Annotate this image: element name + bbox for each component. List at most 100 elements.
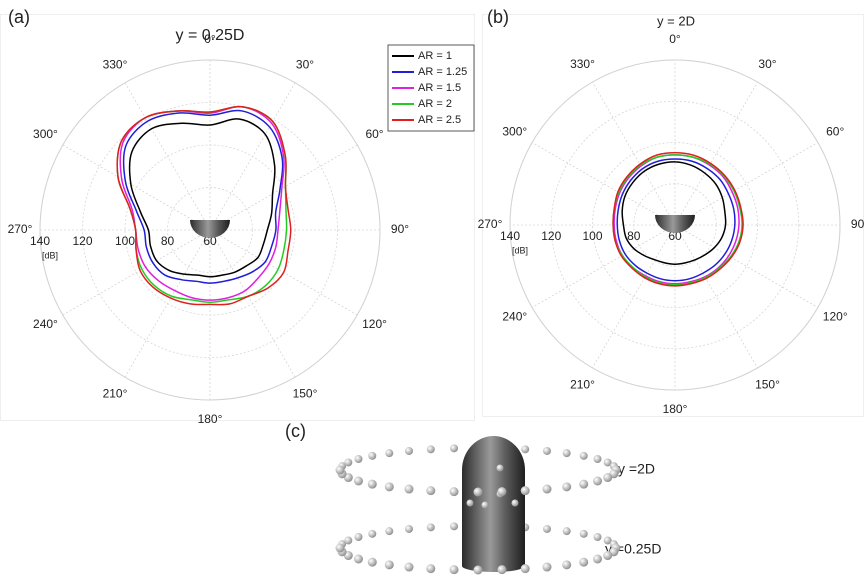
grid-spoke [674,81,758,226]
grid-spoke [674,142,819,226]
theta-tick-label: 0° [669,32,681,46]
microphone [466,499,474,507]
grid-spoke [674,224,819,308]
microphone [449,487,459,497]
microphone [384,560,394,570]
microphone [593,455,602,463]
theta-tick-label: 90° [391,222,409,236]
legend-label: AR = 1.25 [418,66,467,78]
theta-tick-label: 270° [8,222,33,236]
panel-frame [0,14,475,421]
panel-label: (a) [8,7,30,27]
grid-spoke [531,142,676,226]
body-icon [655,215,695,233]
grid-spoke [124,229,211,378]
microphone [450,522,459,531]
microphone [542,562,552,572]
body-icon [190,220,230,238]
microphone [520,564,530,574]
series-line [612,152,744,287]
microphone [497,565,507,575]
microphone [405,446,413,455]
theta-tick-label: 300° [502,125,527,139]
microphone [353,554,363,564]
grid-spoke [209,229,296,378]
microphone [385,527,394,536]
grid-spoke [592,224,676,369]
grid-spoke [209,82,296,231]
theta-tick-label: 60° [365,127,383,141]
r-tick-label: 80 [161,234,175,248]
series-line [616,158,736,282]
microphone [562,482,572,492]
grid-spoke [62,144,211,231]
microphone [473,565,483,575]
microphone [385,449,394,458]
microphone [579,451,588,460]
theta-tick-label: 120° [823,310,848,324]
theta-tick-label: 90° [851,217,864,231]
series-line [612,154,743,286]
microphone [384,482,394,492]
grid-spoke [592,81,676,226]
microphone [335,543,345,553]
r-tick-label: 120 [541,229,561,243]
microphone [449,565,459,575]
theta-tick-label: 330° [570,57,595,71]
microphone [367,479,377,489]
legend-label: AR = 2.5 [418,114,461,126]
theta-tick-label: 330° [103,58,128,72]
microphone [603,551,613,561]
grid-circle [167,187,253,273]
series-line [128,118,276,278]
microphone [543,524,551,533]
grid-circle [82,102,338,358]
microphone [511,499,519,507]
microphone [593,533,602,541]
theta-tick-label: 180° [198,412,223,426]
microphone [426,486,436,496]
r-tick-label: 100 [115,234,135,248]
ring-label: y =2D [618,461,655,477]
microphone [368,529,377,538]
legend-label: AR = 1 [418,50,452,62]
microphone [603,536,612,545]
microphone [562,560,572,570]
microphone [497,487,507,497]
series-line [621,161,727,265]
microphone [404,484,414,494]
microphone [344,458,353,467]
chart-title: y = 2D [657,13,695,28]
grid-circle [550,100,800,350]
r-tick-label: 120 [72,234,92,248]
grid-spoke [62,229,211,316]
ring-label: y =0.25D [605,541,661,557]
r-tick-label: 80 [627,229,641,243]
microphone [344,536,353,545]
theta-tick-label: 30° [296,58,314,72]
theta-tick-label: 300° [33,127,58,141]
microphone [562,449,571,458]
microphone [335,465,345,475]
microphone [473,487,483,497]
legend-label: AR = 2 [418,98,452,110]
microphone [603,473,613,483]
body [462,436,525,572]
legend-label: AR = 1.5 [418,82,461,94]
microphone [603,458,612,467]
theta-tick-label: 120° [362,317,387,331]
grid-spoke [531,224,676,308]
theta-tick-label: 60° [826,125,844,139]
microphone [426,523,435,532]
theta-tick-label: 240° [33,317,58,331]
microphone [354,455,363,463]
microphone [542,484,552,494]
microphone [579,479,589,489]
microphone [353,476,363,486]
panel-label: (b) [487,7,509,27]
microphone [562,527,571,536]
microphone [543,446,551,455]
theta-tick-label: 270° [478,217,503,231]
microphone [405,524,413,533]
theta-tick-label: 0° [204,32,216,46]
